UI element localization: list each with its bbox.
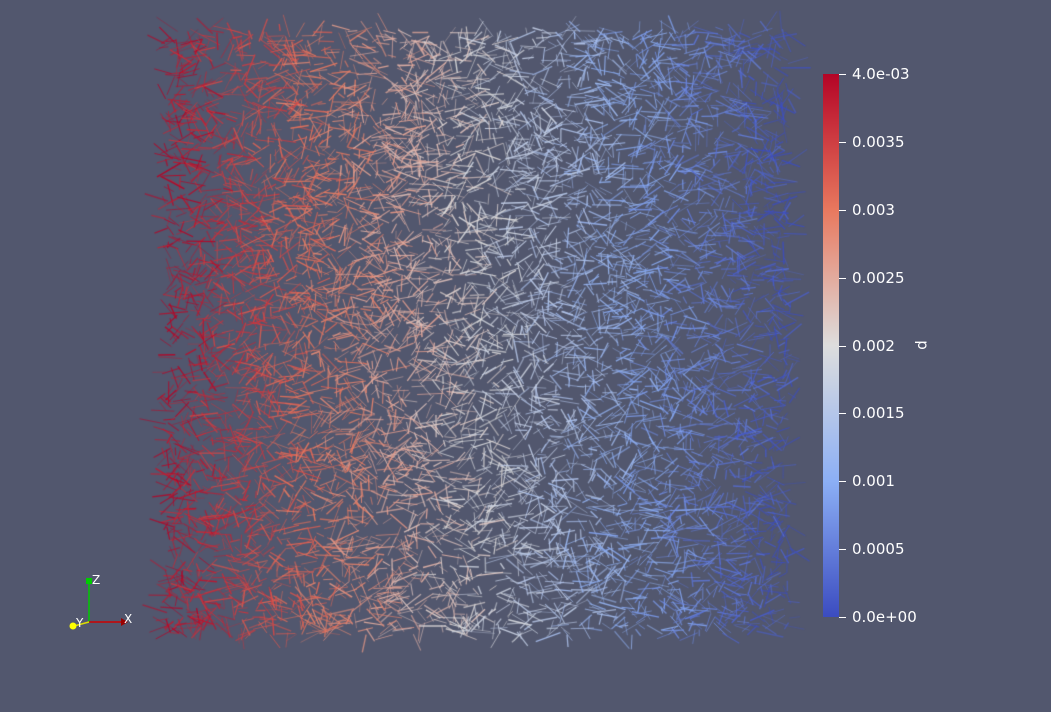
- y-axis-label: Y: [75, 616, 84, 630]
- x-axis-tip: [121, 618, 128, 626]
- scalar-bar-tick-label: 0.0005: [852, 540, 905, 558]
- scalar-bar-tick-label: 0.0e+00: [852, 608, 917, 626]
- scalar-bar-tick-mark: [839, 210, 846, 211]
- scalar-bar-gradient: [823, 74, 839, 617]
- scalar-bar-tick-mark: [839, 549, 846, 550]
- scalar-bar-tick-label: 0.0035: [852, 133, 905, 151]
- scalar-bar-tick-mark: [839, 481, 846, 482]
- scalar-bar-tick-label: 0.003: [852, 201, 895, 219]
- scalar-bar-tick-mark: [839, 278, 846, 279]
- scalar-bar-tick-label: 0.0015: [852, 404, 905, 422]
- scalar-bar-tick-mark: [839, 142, 846, 143]
- scalar-bar-tick-label: 0.001: [852, 472, 895, 490]
- scalar-bar-tick-mark: [839, 617, 846, 618]
- orientation-axes-triad: Z X Y: [69, 573, 132, 630]
- scalar-bar-tick-label: 4.0e-03: [852, 65, 910, 83]
- scalar-bar-tick-mark: [839, 74, 846, 75]
- scalar-bar-tick-label: 0.0025: [852, 269, 905, 287]
- y-axis-tip: [69, 622, 77, 630]
- z-axis-tip: [86, 578, 92, 584]
- scalar-bar-tick-label: 0.002: [852, 337, 895, 355]
- z-axis-label: Z: [92, 573, 100, 587]
- scalar-bar-tick-mark: [839, 413, 846, 414]
- scalar-bar-title: p: [913, 340, 932, 350]
- x-axis-label: X: [124, 612, 132, 626]
- scalar-bar-tick-mark: [839, 346, 846, 347]
- y-axis-line: [73, 621, 90, 627]
